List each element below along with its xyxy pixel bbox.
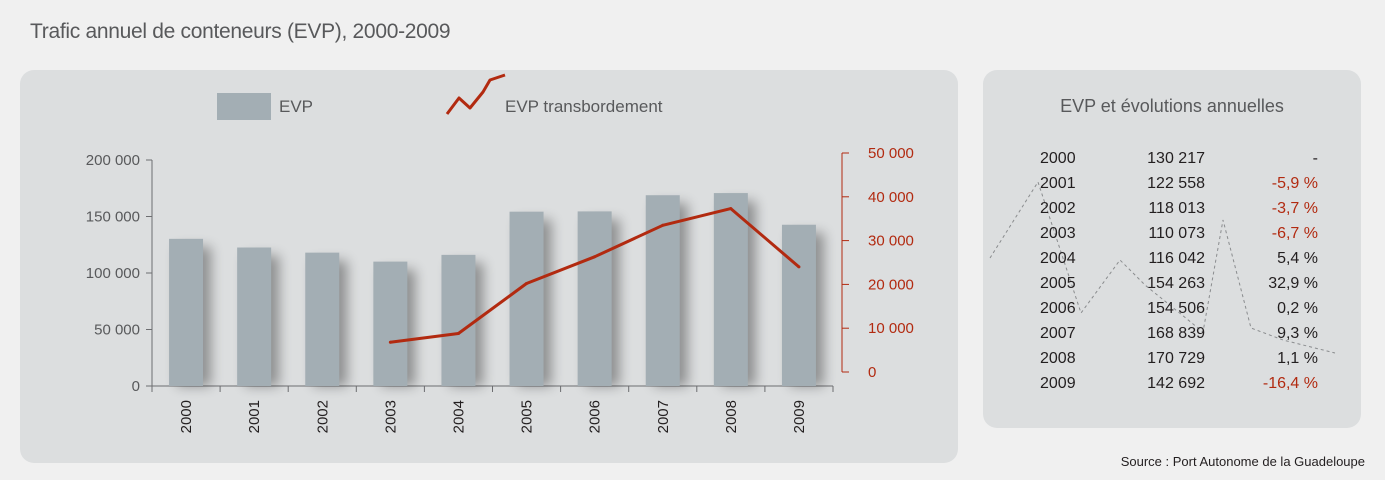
table-cell-year: 2007: [1040, 325, 1076, 342]
bar-evp-2001: [237, 247, 272, 386]
right-axis-tick-label: 10 000: [868, 320, 914, 337]
table-cell-value: 130 217: [1147, 150, 1205, 167]
table-cell-value: 168 839: [1147, 325, 1205, 342]
left-axis-tick-label: 150 000: [86, 209, 140, 226]
table-row: 2003 110 073 -6,7 %: [983, 225, 1361, 250]
bar-evp-2004: [441, 254, 476, 386]
table-cell-year: 2004: [1040, 250, 1076, 267]
table-cell-year: 2003: [1040, 225, 1076, 242]
legend-label-transbordement: EVP transbordement: [505, 97, 663, 116]
bar-evp-2002: [305, 252, 340, 386]
line-point-2004: [456, 331, 460, 335]
table-cell-value: 154 506: [1147, 300, 1205, 317]
right-axis-tick-label: 20 000: [868, 276, 914, 293]
left-axis-tick-label: 200 000: [86, 152, 140, 169]
table-cell-evolution: 1,1 %: [1277, 350, 1318, 367]
table-cell-value: 118 013: [1148, 200, 1205, 217]
table-row: 2005 154 263 32,9 %: [983, 275, 1361, 300]
legend-swatch-transbordement: [445, 73, 506, 115]
table-cell-evolution: 9,3 %: [1277, 325, 1318, 342]
bar-evp-2006: [577, 211, 612, 386]
table-panel: EVP et évolutions annuelles 2000 130 217 -…: [983, 70, 1361, 428]
table-cell-year: 2002: [1040, 200, 1076, 217]
table-row: 2007 168 839 9,3 %: [983, 325, 1361, 350]
table-cell-evolution: -3,7 %: [1271, 200, 1318, 217]
table-cell-year: 2009: [1040, 375, 1076, 392]
table-title: EVP et évolutions annuelles: [1060, 96, 1284, 116]
table-row: 2002 118 013 -3,7 %: [983, 200, 1361, 225]
bar-evp-2008: [713, 193, 748, 386]
source-note: Source : Port Autonome de la Guadeloupe: [1120, 454, 1365, 469]
line-point-2006: [593, 255, 597, 259]
legend-label-evp: EVP: [279, 97, 313, 116]
x-axis-label-2009: 2009: [791, 400, 808, 433]
line-point-2005: [525, 282, 529, 286]
table-cell-evolution: 32,9 %: [1268, 275, 1318, 292]
table-cell-evolution: -16,4 %: [1262, 375, 1318, 392]
table-cell-year: 2000: [1040, 150, 1076, 167]
line-point-2008: [729, 207, 733, 211]
bar-evp-2003: [373, 261, 408, 386]
right-axis-tick-label: 0: [868, 364, 876, 381]
table-cell-year: 2008: [1040, 350, 1076, 367]
table-row: 2004 116 042 5,4 %: [983, 250, 1361, 275]
table-cell-year: 2005: [1040, 275, 1076, 292]
chart-panel: 200 000 150 000 100 000 50 000 0 50 000 40 000…: [20, 70, 958, 463]
x-axis-label-2005: 2005: [519, 400, 536, 433]
line-point-2003: [388, 340, 392, 344]
table-cell-evolution: 5,4 %: [1277, 250, 1318, 267]
bar-evp-2007: [645, 195, 680, 386]
table-row: 2006 154 506 0,2 %: [983, 300, 1361, 325]
table-row: 2009 142 692 -16,4 %: [983, 375, 1361, 400]
table-cell-evolution: 0,2 %: [1277, 300, 1318, 317]
left-axis-tick-label: 0: [132, 378, 140, 395]
table-cell-value: 122 558: [1147, 175, 1205, 192]
table-cell-value: 170 729: [1147, 350, 1205, 367]
x-axis-label-2001: 2001: [246, 400, 263, 433]
table-row: 2001 122 558 -5,9 %: [983, 175, 1361, 200]
x-axis-label-2002: 2002: [314, 400, 331, 433]
bar-evp-2000: [169, 238, 204, 386]
page-title: Trafic annuel de conteneurs (EVP), 2000-…: [30, 20, 451, 43]
x-axis-label-2006: 2006: [587, 400, 604, 433]
decorative-dashed-line: [989, 180, 1336, 354]
table-cell-evolution: -: [1312, 150, 1318, 167]
table-cell-value: 142 692: [1147, 375, 1205, 392]
combo-chart: 200 000 150 000 100 000 50 000 0 50 000 40 000…: [86, 73, 914, 433]
line-point-2007: [661, 223, 665, 227]
legend-swatch-evp: [217, 93, 271, 120]
table-cell-evolution: -6,7 %: [1271, 225, 1318, 242]
right-axis-tick-label: 50 000: [868, 145, 914, 162]
table-cell-value: 116 042: [1148, 250, 1205, 267]
data-table: 2000 130 217 - 2001 122 558 -5,9 % 2002 118 013…: [983, 150, 1361, 400]
x-axis-label-2004: 2004: [450, 400, 467, 433]
table-cell-evolution: -5,9 %: [1271, 175, 1318, 192]
x-axis-label-2000: 2000: [178, 400, 195, 433]
x-axis-label-2003: 2003: [382, 400, 399, 433]
table-row: 2000 130 217 -: [983, 150, 1361, 175]
table-cell-year: 2001: [1040, 175, 1076, 192]
left-axis-tick-label: 100 000: [86, 265, 140, 282]
bar-evp-2005: [509, 211, 544, 386]
right-axis-tick-label: 40 000: [868, 189, 914, 206]
x-axis-label-2007: 2007: [655, 400, 672, 433]
table-row: 2008 170 729 1,1 %: [983, 350, 1361, 375]
table-cell-value: 110 073: [1148, 225, 1205, 242]
left-axis-tick-label: 50 000: [94, 322, 140, 339]
bar-evp-2009: [781, 224, 816, 386]
right-axis-tick-label: 30 000: [868, 233, 914, 250]
table-cell-value: 154 263: [1147, 275, 1205, 292]
dashed-trend-line: [989, 180, 1336, 354]
table-cell-year: 2006: [1040, 300, 1076, 317]
x-axis-label-2008: 2008: [723, 400, 740, 433]
line-point-2009: [797, 265, 801, 269]
